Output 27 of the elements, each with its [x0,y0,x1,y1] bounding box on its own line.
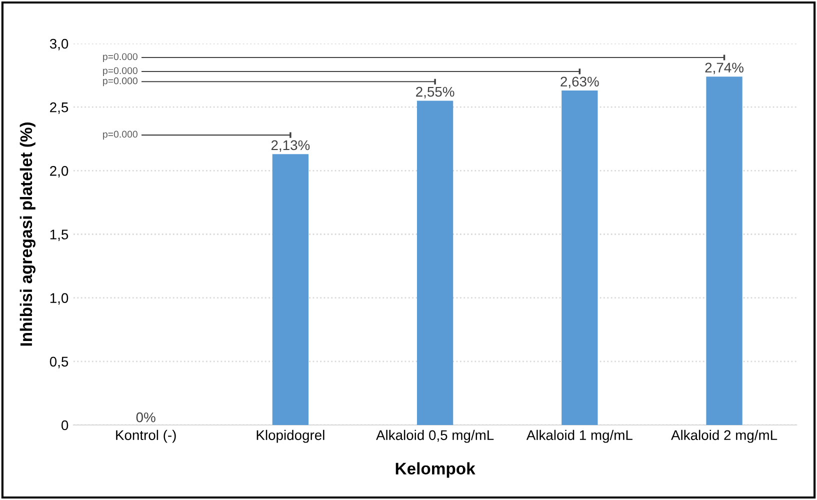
annotation: p=0.000 [103,67,138,76]
x-tick-label: Alkaloid 2 mg/mL [671,430,778,443]
y-axis-title: Inhibisi agregasi platelet (%) [20,122,36,346]
y-tick-label: 0,5 [50,356,68,368]
data-label: 0% [136,412,156,422]
x-axis-title: Kelompok [396,462,476,478]
x-tick-label: Alkaloid 0,5 mg/mL [376,430,494,443]
annotation: p=0.000 [103,77,138,86]
x-tick-label: Klopidogrel [256,430,324,443]
bar [562,90,598,425]
bar [416,100,454,425]
data-label: 2,13% [271,140,310,152]
x-tick-label: Kontrol (-) [116,430,176,443]
data-label: 2,63% [560,76,599,88]
bar [272,154,309,425]
y-tick-label: 1,0 [50,293,68,305]
annotation: p=0.000 [103,53,138,62]
data-label: 2,55% [416,86,454,98]
y-tick-label: 0 [61,420,68,430]
bar [706,76,742,425]
y-tick-label: 2,5 [50,102,68,114]
annotation: p=0.000 [103,130,138,140]
data-label: 2,74% [705,62,744,74]
y-tick-label: 1,5 [50,230,68,242]
x-tick-label: Alkaloid 1 mg/mL [526,430,632,443]
y-tick-label: 2,0 [50,166,68,178]
y-tick-label: 3,0 [50,38,68,50]
